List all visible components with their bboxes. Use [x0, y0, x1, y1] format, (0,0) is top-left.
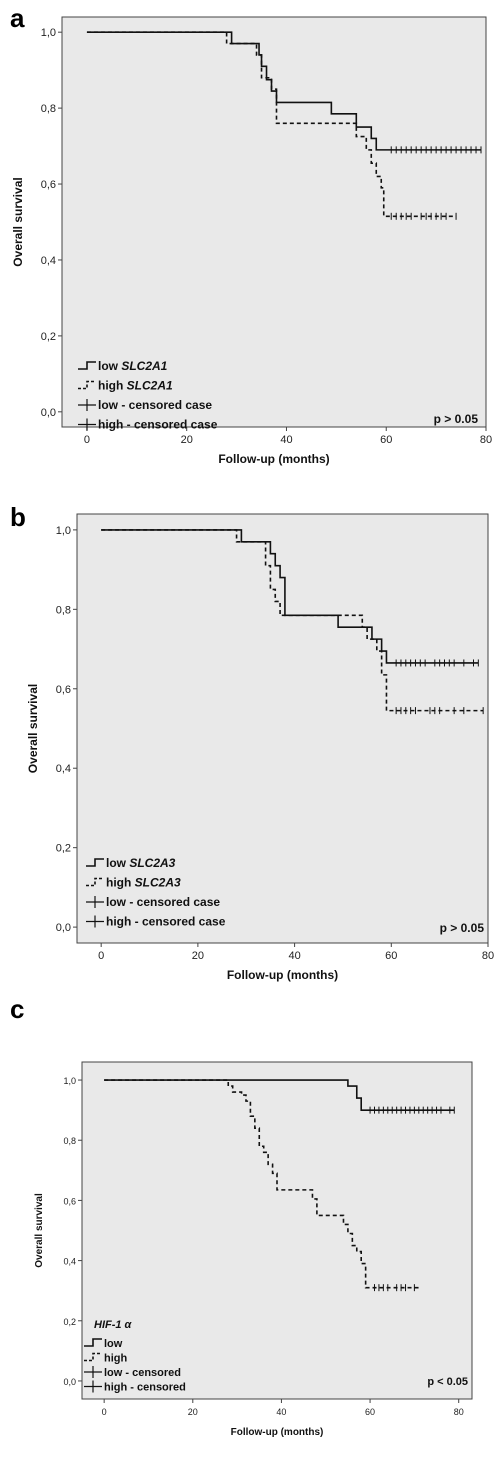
series-line-low — [104, 1079, 455, 1111]
y-tick-label: 0,6 — [41, 179, 56, 191]
x-tick-label: 60 — [380, 434, 392, 446]
series-line-high-slc2a3 — [101, 529, 484, 712]
x-tick-label: 40 — [280, 434, 292, 446]
x-tick-label: 20 — [181, 434, 193, 446]
chart-panel-c: c 1,0 0,8 0,6 0,4 0,2 0,0 0 20 40 60 80 Follow-up (m… — [10, 994, 473, 1438]
x-tick-label: 60 — [385, 950, 397, 962]
y-tick-label: 0,4 — [63, 1257, 76, 1267]
y-tick-label: 0,8 — [63, 1136, 76, 1146]
plot-area — [61, 16, 487, 428]
series-line-high — [104, 1079, 419, 1289]
y-tick-label: 0,8 — [41, 103, 56, 115]
plot-area — [81, 1061, 473, 1400]
legend-entry-text: high — [104, 1353, 127, 1365]
y-tick-label: 0,8 — [56, 604, 71, 616]
p-value-label: p > 0.05 — [440, 921, 485, 935]
legend-entry-gene: SLC2A1 — [121, 359, 167, 373]
legend-symbol — [84, 1352, 102, 1362]
legend-symbol — [78, 361, 96, 370]
x-tick-label: 40 — [276, 1407, 286, 1417]
legend-entry-label: high SLC2A1 — [98, 379, 173, 393]
y-tick-label: 0,2 — [63, 1317, 76, 1327]
x-tick-label: 0 — [98, 950, 104, 962]
y-tick-label: 1,0 — [56, 525, 71, 537]
legend-entry-label: low SLC2A3 — [106, 856, 176, 870]
y-tick-label: 0,0 — [56, 922, 71, 934]
x-tick-label: 40 — [288, 950, 300, 962]
x-axis-title: Follow-up (months) — [227, 968, 338, 982]
legend-symbol — [86, 858, 104, 867]
legend-entry-text: high - censored case — [106, 915, 226, 929]
legend-symbol — [86, 877, 104, 887]
x-tick-label: 0 — [102, 1407, 107, 1417]
legend-entry-text: high — [106, 876, 135, 890]
y-tick-label: 0,4 — [56, 763, 71, 775]
y-tick-label: 1,0 — [63, 1076, 76, 1086]
legend-entry-gene: SLC2A1 — [127, 379, 173, 393]
legend-entry-text: high — [98, 379, 127, 393]
x-axis-title: Follow-up (months) — [231, 1427, 324, 1438]
legend-entry-gene: SLC2A3 — [135, 876, 181, 890]
y-tick-label: 0,0 — [63, 1377, 76, 1387]
series-line-low-slc2a3 — [101, 529, 479, 664]
x-axis-title: Follow-up (months) — [218, 452, 329, 466]
x-tick-label: 80 — [480, 434, 492, 446]
legend-entry-gene: SLC2A3 — [129, 856, 175, 870]
chart-panel-a: a 1,0 0,8 0,6 0,4 0,2 0,0 0 20 40 60 80 Follow-up (m… — [10, 3, 492, 466]
x-tick-label: 20 — [192, 950, 204, 962]
y-tick-label: 0,6 — [56, 684, 71, 696]
legend: HIF-1 α low high low - censored high - censo… — [84, 1319, 186, 1394]
x-tick-label: 80 — [482, 950, 494, 962]
legend-entry-label: low SLC2A1 — [98, 359, 168, 373]
x-tick-label: 20 — [188, 1407, 198, 1417]
legend-entry-text: low - censored case — [98, 398, 212, 412]
legend-entry-text: high - censored case — [98, 418, 218, 432]
legend-symbol — [78, 380, 96, 390]
x-tick-label: 60 — [365, 1407, 375, 1417]
x-tick-label: 0 — [84, 434, 90, 446]
legend-entry-text: low - censored case — [106, 895, 220, 909]
plot-area — [76, 513, 489, 944]
series-line-low-slc2a1 — [86, 31, 482, 151]
legend-entry-label: high - censored case — [98, 418, 218, 432]
legend-entry-text: high - censored — [104, 1382, 186, 1394]
legend-entry-label: low - censored — [104, 1367, 181, 1379]
series-line-high-slc2a1 — [86, 31, 457, 218]
legend-entry-label: low — [104, 1338, 123, 1350]
y-axis-title: Overall survival — [11, 177, 25, 266]
legend-entry-text: low - censored — [104, 1367, 181, 1379]
legend-entry-label: low - censored case — [106, 895, 220, 909]
legend-entry-text: low — [104, 1338, 123, 1350]
p-value-label: p < 0.05 — [427, 1376, 468, 1388]
panel-letter: b — [10, 502, 26, 532]
y-tick-label: 1,0 — [41, 27, 56, 39]
x-tick-label: 80 — [454, 1407, 464, 1417]
legend-entry-label: high - censored — [104, 1382, 186, 1394]
y-tick-label: 0,2 — [41, 331, 56, 343]
y-tick-label: 0,0 — [41, 407, 56, 419]
y-tick-label: 0,2 — [56, 843, 71, 855]
legend-entry-label: high — [104, 1353, 127, 1365]
p-value-label: p > 0.05 — [434, 412, 479, 426]
legend-entry-label: high SLC2A3 — [106, 876, 181, 890]
chart-panel-b: b 1,0 0,8 0,6 0,4 0,2 0,0 0 20 40 60 80 Follow-up (m… — [10, 502, 494, 982]
y-axis-title: Overall survival — [26, 684, 40, 773]
y-tick-label: 0,6 — [63, 1196, 76, 1206]
y-tick-label: 0,4 — [41, 255, 56, 267]
legend-title: HIF-1 α — [94, 1319, 133, 1331]
panel-letter: c — [10, 994, 24, 1024]
y-axis-title: Overall survival — [34, 1193, 45, 1268]
legend-symbol — [84, 1338, 102, 1347]
legend-entry-text: low — [98, 359, 121, 373]
legend-entry-text: low — [106, 856, 129, 870]
panel-letter: a — [10, 3, 25, 33]
legend-entry-label: low - censored case — [98, 398, 212, 412]
legend-entry-label: high - censored case — [106, 915, 226, 929]
